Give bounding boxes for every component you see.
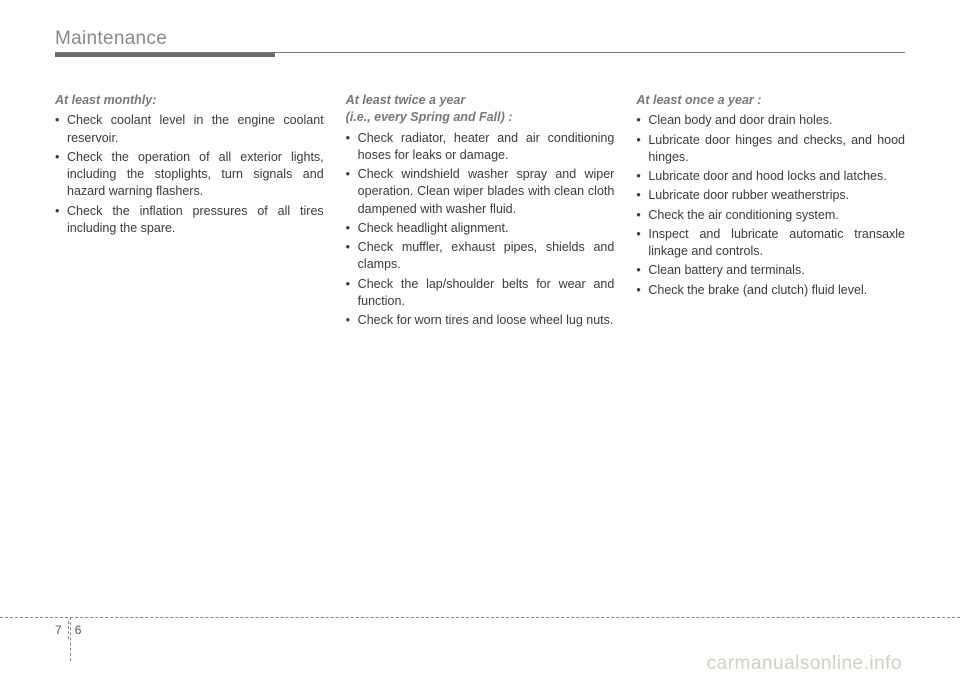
list-item: Lubricate door and hood locks and latche… [636,168,905,185]
list-item: Check for worn tires and loose wheel lug… [346,312,615,329]
page-header: Maintenance [55,28,905,58]
list-item: Clean battery and terminals. [636,262,905,279]
page-footer: 7 6 [0,617,960,641]
page-number-value: 6 [69,621,82,639]
page-container: Maintenance At least monthly: Check cool… [0,0,960,689]
heading-line: At least twice a year [346,93,466,107]
page-number: 7 6 [55,621,81,639]
column-twice-year: At least twice a year (i.e., every Sprin… [346,92,615,331]
list-item: Check the lap/shoulder belts for wear an… [346,276,615,311]
heading-line: (i.e., every Spring and Fall) : [346,110,513,124]
footer-rule [0,617,960,618]
list-item: Clean body and door drain holes. [636,112,905,129]
list-item: Check the operation of all exterior ligh… [55,149,324,201]
watermark-text: carmanualsonline.info [707,653,902,675]
column-once-year: At least once a year : Clean body and do… [636,92,905,331]
list-item: Check radiator, heater and air condition… [346,130,615,165]
list-item: Lubricate door hinges and checks, and ho… [636,132,905,167]
column-heading: At least twice a year (i.e., every Sprin… [346,92,615,127]
list-item: Check the brake (and clutch) fluid level… [636,282,905,299]
list-item: Inspect and lubricate automatic transaxl… [636,226,905,261]
column-heading: At least once a year : [636,92,905,109]
checklist: Check coolant level in the engine coolan… [55,112,324,237]
section-title: Maintenance [55,28,905,50]
checklist: Check radiator, heater and air condition… [346,130,615,330]
list-item: Check the inflation pressures of all tir… [55,203,324,238]
header-rule [55,52,905,58]
list-item: Check windshield washer spray and wiper … [346,166,615,218]
list-item: Check muffler, exhaust pipes, shields an… [346,239,615,274]
column-heading: At least monthly: [55,92,324,109]
list-item: Check headlight alignment. [346,220,615,237]
list-item: Check coolant level in the engine coolan… [55,112,324,147]
column-monthly: At least monthly: Check coolant level in… [55,92,324,331]
list-item: Check the air conditioning system. [636,207,905,224]
content-columns: At least monthly: Check coolant level in… [55,92,905,331]
section-number: 7 [55,621,69,639]
checklist: Clean body and door drain holes. Lubrica… [636,112,905,299]
list-item: Lubricate door rubber weatherstrips. [636,187,905,204]
